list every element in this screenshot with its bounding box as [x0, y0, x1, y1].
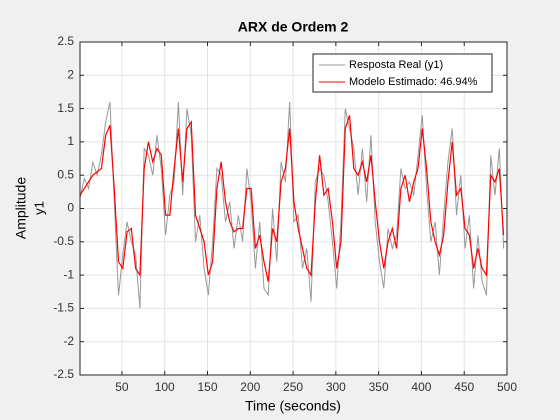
legend-label: Resposta Real (y1): [349, 59, 443, 71]
y-tick-label: -0.5: [53, 234, 74, 248]
x-tick-label: 100: [155, 380, 175, 394]
x-axis-label: Time (seconds): [245, 398, 341, 414]
x-tick-label: 300: [326, 380, 346, 394]
legend-label: Modelo Estimado: 46.94%: [349, 76, 478, 88]
y-tick-label: -2.5: [53, 367, 74, 381]
x-tick-label: 400: [411, 380, 431, 394]
x-tick-label: 150: [197, 380, 217, 394]
x-tick-label: 200: [240, 380, 260, 394]
x-tick-label: 500: [497, 380, 517, 394]
y-axis-channel-label: y1: [31, 201, 46, 215]
y-tick-label: -1: [63, 267, 74, 281]
y-tick-label: 0: [67, 201, 74, 215]
y-axis-label: Amplitude: [13, 177, 29, 239]
y-tick-label: 0.5: [57, 167, 74, 181]
y-tick-label: -2: [63, 334, 74, 348]
y-tick-label: -1.5: [53, 301, 74, 315]
series-line: [79, 115, 505, 282]
x-tick-label: 450: [454, 380, 474, 394]
x-tick-label: 250: [283, 380, 303, 394]
legend-box: [312, 53, 493, 93]
y-tick-label: 1.5: [57, 101, 74, 115]
axes-box: [79, 41, 508, 376]
x-tick-label: 50: [115, 380, 129, 394]
y-tick-label: 2.5: [57, 34, 74, 48]
y-tick-label: 2: [67, 67, 74, 81]
x-tick-label: 350: [369, 380, 389, 394]
chart-title: ARX de Ordem 2: [238, 19, 349, 35]
y-tick-label: 1: [67, 134, 74, 148]
